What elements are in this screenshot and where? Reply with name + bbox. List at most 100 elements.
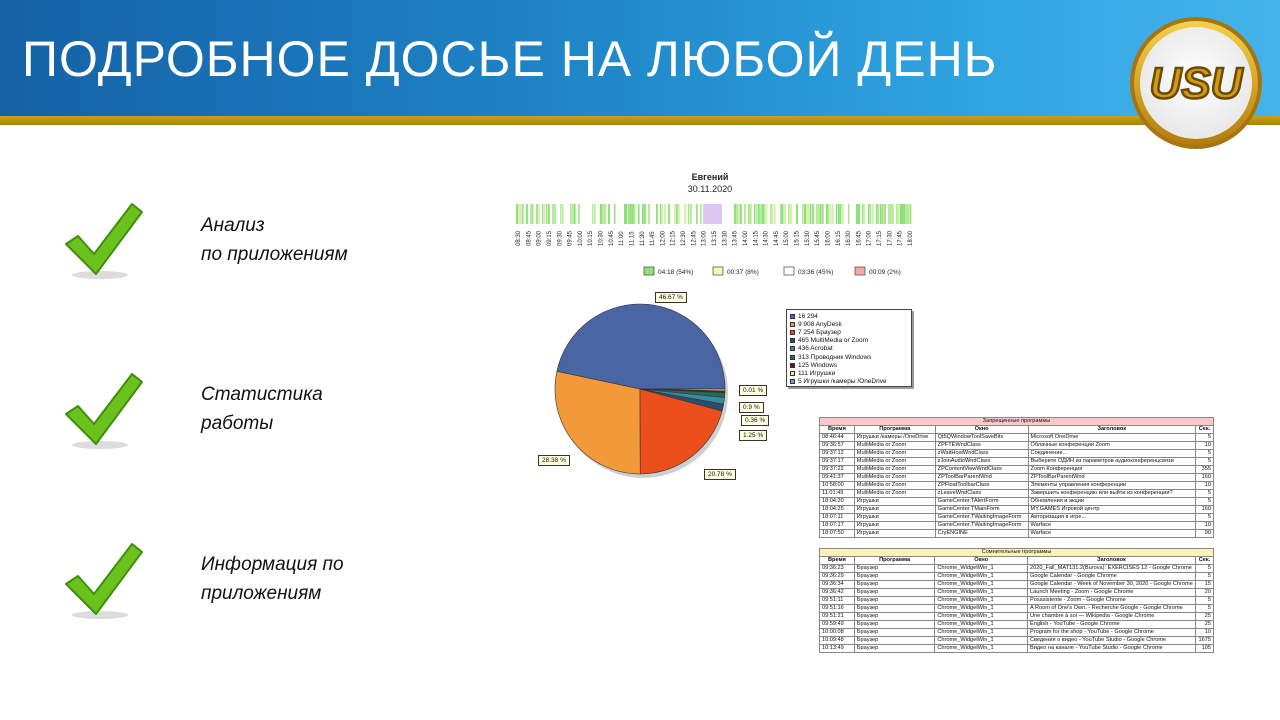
timeline-legend-swatch <box>854 266 866 276</box>
table-cell: Сведения о видео - YouTube Studio - Goog… <box>1026 636 1196 645</box>
timeline-activity-stripe <box>662 204 664 224</box>
pie-legend-item: 436 Acrobat <box>790 345 908 353</box>
feature-line: работы <box>201 413 274 434</box>
table-cell: MultiMedia or Zoom <box>853 441 936 450</box>
table-cell: MY.GAMES Игровой центр <box>1027 505 1197 514</box>
table-cell: 10 <box>1194 628 1215 637</box>
timeline-activity-stripe <box>888 204 891 224</box>
column-header: Время <box>819 556 855 565</box>
table-row: 18:07:50 Игрушки CryENGINE Warface 90 <box>819 529 1214 538</box>
table-cell: Игрушки <box>853 529 936 538</box>
table-cell: Google Calendar - Week of November 30, 2… <box>1026 580 1196 589</box>
timeline-activity-stripe <box>848 204 850 224</box>
table-row: 09:37:22 MultiMedia or Zoom ZPContentViewW… <box>819 465 1214 474</box>
table-row: 09:59:49 Браузер Chrome_WidgetWin_1 English… <box>819 620 1215 629</box>
pie-legend-item: 9 908 AnyDesk <box>790 320 908 328</box>
timeline-activity-stripe <box>828 204 830 224</box>
timeline-activity-stripe <box>738 204 741 224</box>
timeline-activity-stripe <box>572 204 575 224</box>
table-caption: Запрещенные программы <box>819 417 1214 426</box>
timeline-activity-stripe <box>552 204 555 224</box>
table-cell: Игрушки <box>853 497 936 506</box>
table-cell: ZPToolBarParentWnd <box>934 473 1029 482</box>
pie-legend-swatch <box>790 338 795 344</box>
timeline-activity-stripe <box>638 204 640 224</box>
table-cell: A Room of One's Own. - Recherche Google … <box>1026 604 1196 613</box>
checkmark-icon <box>65 543 143 619</box>
timeline-tick-label: 10:45 <box>609 230 615 246</box>
table-cell: 5 <box>1194 572 1215 581</box>
timeline-activity-stripe <box>906 204 909 224</box>
table-cell: 18:07:11 <box>819 513 855 522</box>
timeline-activity-stripe <box>660 204 662 224</box>
timeline-tick-label: 14:45 <box>774 230 780 246</box>
table-cell: 5 <box>1195 457 1214 466</box>
pie-legend-label: 7 254 Браузер <box>798 328 841 336</box>
table-cell: 09:37:12 <box>819 449 855 458</box>
pie-slice <box>554 370 641 475</box>
timeline-activity-stripe <box>542 204 544 224</box>
timeline-activity-stripe <box>570 204 572 224</box>
table-cell: Браузер <box>853 588 936 597</box>
table-cell: Браузер <box>853 596 936 605</box>
table-row: 10:09:48 Браузер Chrome_WidgetWin_1 Сведени… <box>819 636 1215 645</box>
table-cell: 160 <box>1195 505 1214 514</box>
timeline-activity-stripe <box>864 204 866 224</box>
timeline-tick-label: 12:30 <box>681 230 687 246</box>
table-cell: Игрушки <box>853 521 936 530</box>
pie-slice <box>639 388 723 475</box>
timeline-idle-block <box>702 204 722 224</box>
table-row: 18:04:20 Игрушки GameCenter.TAlertForm Обно… <box>819 497 1214 506</box>
pie-legend-label: 436 Acrobat <box>798 345 833 353</box>
timeline-activity-stripe <box>838 204 840 224</box>
table-caption-row: Сомнительные программы <box>819 548 1214 557</box>
table-cell: 09:41:37 <box>819 473 855 482</box>
timeline-activity-stripe <box>688 204 690 224</box>
pie-legend-label: 125 Windows <box>798 361 838 369</box>
timeline-activity-stripe <box>762 204 765 224</box>
timeline-tick-label: 17:00 <box>867 230 873 246</box>
timeline-activity-stripe <box>772 204 774 224</box>
timeline-activity-stripe <box>604 204 607 224</box>
timeline-tick-label: 16:30 <box>846 230 852 246</box>
timeline-activity-stripe <box>804 204 806 224</box>
timeline-activity-stripe <box>910 204 912 224</box>
column-header: Программа <box>853 556 936 565</box>
timeline-activity-stripe <box>790 204 793 224</box>
timeline-tick-label: 13:30 <box>722 230 728 246</box>
table-cell: 09:36:23 <box>819 564 855 573</box>
timeline-activity-stripe <box>554 204 557 224</box>
table-cell: CryENGINE <box>934 529 1029 538</box>
timeline-activity-stripe <box>750 204 752 224</box>
table-cell: Warface <box>1027 521 1197 530</box>
timeline-activity-stripe <box>536 204 538 224</box>
timeline-activity-stripe <box>760 204 763 224</box>
timeline-tick-label: 17:45 <box>898 230 904 246</box>
timeline-tick-label: 09:00 <box>537 230 543 246</box>
feature-line: Анализ <box>201 215 265 236</box>
timeline-legend-label: 04:18 (54%) <box>658 269 693 276</box>
timeline-activity-stripe <box>700 204 702 224</box>
table-cell: MultiMedia or Zoom <box>853 465 936 474</box>
table-cell: MultiMedia or Zoom <box>853 489 936 498</box>
table-caption-row: Запрещенные программы <box>819 417 1214 426</box>
timeline-activity-stripe <box>812 204 815 224</box>
feature-label: Статистика работы <box>201 380 323 438</box>
table-cell: 10 <box>1195 441 1214 450</box>
timeline-legend-label: 00:09 (2%) <box>869 269 901 276</box>
pie-data-label: 0.36 % <box>741 415 770 426</box>
pie-data-label: 0.9 % <box>739 402 764 413</box>
table-cell: 355 <box>1195 465 1214 474</box>
table-cell: Microsoft OneDrive <box>1027 433 1197 442</box>
app-usage-pie-chart <box>554 303 728 478</box>
pie-legend-item: 5 Игрушки /камеры /OneDrive <box>790 378 908 386</box>
table-cell: 25 <box>1194 620 1215 629</box>
timeline-activity-stripe <box>522 204 524 224</box>
pie-data-label: 46.67 % <box>655 292 687 303</box>
timeline-activity-stripe <box>880 204 882 224</box>
timeline-activity-stripe <box>600 204 603 224</box>
pie-legend-item: 111 Игрушки <box>790 369 908 377</box>
table-cell: 5 <box>1195 497 1214 506</box>
table-row: 09:36:34 Браузер Chrome_WidgetWin_1 Google … <box>819 580 1215 589</box>
